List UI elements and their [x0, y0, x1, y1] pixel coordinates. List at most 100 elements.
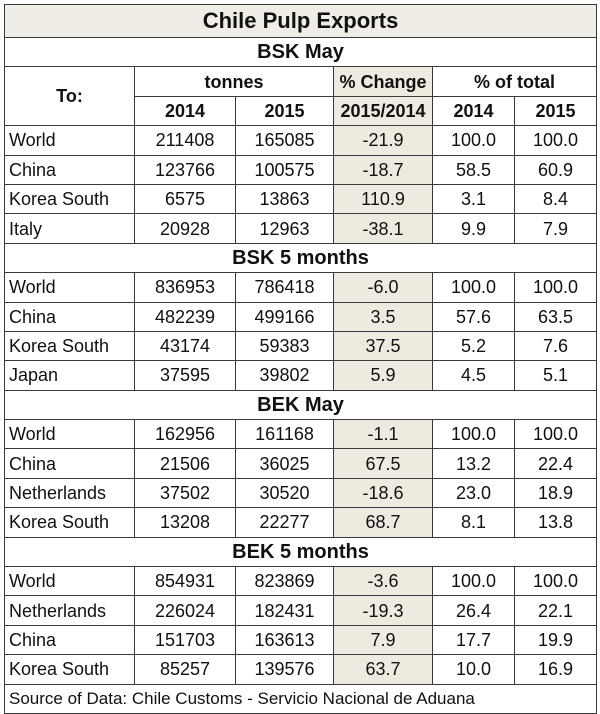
section-title: BEK 5 months [3, 536, 598, 568]
column-header-pct-2014: 2014 [432, 95, 515, 127]
table-row: Netherlands 37502 30520 -18.6 23.0 18.9 [4, 477, 598, 509]
pct-change-cell: -18.6 [333, 477, 433, 509]
tonnes-2015-cell: 12963 [235, 213, 334, 244]
table-row: World 211408 165085 -21.9 100.0 100.0 [4, 125, 598, 156]
section-title: BSK 5 months [3, 242, 598, 274]
tonnes-2015-cell: 182431 [235, 595, 334, 626]
destination-cell: China [4, 301, 135, 332]
pct-total-2015-cell: 22.4 [513, 448, 598, 479]
tonnes-2014-cell: 43174 [134, 330, 236, 362]
pct-total-2014-cell: 3.1 [432, 183, 515, 215]
tonnes-2015-cell: 823869 [235, 566, 334, 597]
tonnes-2014-cell: 226024 [134, 595, 236, 626]
table-row: China 123766 100575 -18.7 58.5 60.9 [4, 154, 598, 185]
pct-total-2014-cell: 5.2 [432, 330, 515, 362]
tonnes-2015-cell: 163613 [235, 624, 334, 656]
pct-change-cell: -19.3 [333, 595, 433, 626]
table-row: Korea South 43174 59383 37.5 5.2 7.6 [4, 330, 598, 362]
tonnes-2014-cell: 151703 [134, 624, 236, 656]
pct-total-2014-cell: 4.5 [432, 360, 515, 391]
pct-total-2014-cell: 8.1 [432, 507, 515, 538]
tonnes-2015-cell: 499166 [235, 301, 334, 332]
pct-total-2014-cell: 26.4 [432, 595, 515, 626]
pct-change-cell: 37.5 [333, 330, 433, 362]
pct-change-cell: 67.5 [333, 448, 433, 479]
pct-total-2014-cell: 57.6 [432, 301, 515, 332]
table-row: China 21506 36025 67.5 13.2 22.4 [4, 448, 598, 479]
table-row: Korea South 85257 139576 63.7 10.0 16.9 [4, 654, 598, 685]
pct-total-2015-cell: 18.9 [513, 477, 598, 509]
pct-total-2015-cell: 63.5 [513, 301, 598, 332]
tonnes-2014-cell: 211408 [134, 125, 236, 156]
column-header-tonnes-2014: 2014 [134, 95, 236, 127]
tonnes-2014-cell: 836953 [134, 272, 236, 303]
table-row: Japan 37595 39802 5.9 4.5 5.1 [4, 360, 598, 391]
column-subheader-row: 2014 2015 2015/2014 2014 2015 [5, 95, 598, 127]
column-header-row: To: tonnes% Change% of total [4, 66, 598, 127]
section-header-row: BSK May [3, 36, 598, 68]
tonnes-2014-cell: 162956 [134, 419, 236, 450]
destination-cell: Korea South [4, 507, 135, 538]
pct-total-2015-cell: 5.1 [513, 360, 598, 391]
pulp-exports-table-container: Chile Pulp Exports BSK May To: tonnes% Cha… [3, 4, 598, 714]
tonnes-2014-cell: 85257 [134, 654, 236, 685]
destination-cell: China [4, 448, 135, 479]
title-row: Chile Pulp Exports [3, 4, 598, 38]
pct-change-cell: -38.1 [333, 213, 433, 244]
destination-cell: World [4, 125, 135, 156]
pct-total-2015-cell: 100.0 [513, 125, 598, 156]
tonnes-2015-cell: 100575 [235, 154, 334, 185]
tonnes-2015-cell: 36025 [235, 448, 334, 479]
pct-change-cell: 7.9 [333, 624, 433, 656]
table-row: Korea South 13208 22277 68.7 8.1 13.8 [4, 507, 598, 538]
column-header-tonnes-2015: 2015 [235, 95, 334, 127]
pct-change-cell: -1.1 [333, 419, 433, 450]
tonnes-2014-cell: 37502 [134, 477, 236, 509]
source-note: Source of Data: Chile Customs - Servicio… [3, 683, 598, 714]
pct-change-cell: 63.7 [333, 654, 433, 685]
destination-cell: Italy [4, 213, 135, 244]
destination-cell: Netherlands [4, 477, 135, 509]
pct-total-2014-cell: 100.0 [432, 272, 515, 303]
destination-cell: World [4, 419, 135, 450]
section-header-row: BEK May [3, 389, 598, 421]
pct-change-cell: -18.7 [333, 154, 433, 185]
pulp-exports-table: Chile Pulp Exports BSK May To: tonnes% Cha… [3, 4, 598, 714]
table-row: Netherlands 226024 182431 -19.3 26.4 22.1 [4, 595, 598, 626]
table-row: Korea South 6575 13863 110.9 3.1 8.4 [4, 183, 598, 215]
pct-total-2015-cell: 19.9 [513, 624, 598, 656]
tonnes-2014-cell: 13208 [134, 507, 236, 538]
destination-cell: Netherlands [4, 595, 135, 626]
destination-cell: Korea South [4, 330, 135, 362]
pct-total-2014-cell: 100.0 [432, 566, 515, 597]
tonnes-2014-cell: 37595 [134, 360, 236, 391]
pct-total-2015-cell: 16.9 [513, 654, 598, 685]
table-row: China 482239 499166 3.5 57.6 63.5 [4, 301, 598, 332]
pct-total-2014-cell: 13.2 [432, 448, 515, 479]
tonnes-2015-cell: 165085 [235, 125, 334, 156]
pct-total-2014-cell: 100.0 [432, 419, 515, 450]
destination-cell: Korea South [4, 654, 135, 685]
pct-total-2015-cell: 7.9 [513, 213, 598, 244]
tonnes-2015-cell: 59383 [235, 330, 334, 362]
column-header-pct-total: % of total [431, 66, 598, 97]
tonnes-2014-cell: 20928 [134, 213, 236, 244]
table-row: World 836953 786418 -6.0 100.0 100.0 [4, 272, 598, 303]
column-header-pct-2015: 2015 [513, 95, 598, 127]
tonnes-2014-cell: 854931 [134, 566, 236, 597]
tonnes-2015-cell: 22277 [235, 507, 334, 538]
destination-cell: World [4, 566, 135, 597]
pct-total-2015-cell: 7.6 [513, 330, 598, 362]
tonnes-2014-cell: 482239 [134, 301, 236, 332]
section-title: BSK May [3, 36, 598, 68]
column-header-to: To: [4, 66, 135, 127]
tonnes-2014-cell: 21506 [134, 448, 236, 479]
pct-total-2014-cell: 58.5 [432, 154, 515, 185]
pct-total-2015-cell: 100.0 [513, 272, 598, 303]
tonnes-2015-cell: 13863 [235, 183, 334, 215]
pct-total-2014-cell: 17.7 [432, 624, 515, 656]
pct-change-cell: 3.5 [333, 301, 433, 332]
section-header-row: BSK 5 months [3, 242, 598, 274]
pct-total-2014-cell: 9.9 [432, 213, 515, 244]
pct-change-cell: -6.0 [333, 272, 433, 303]
